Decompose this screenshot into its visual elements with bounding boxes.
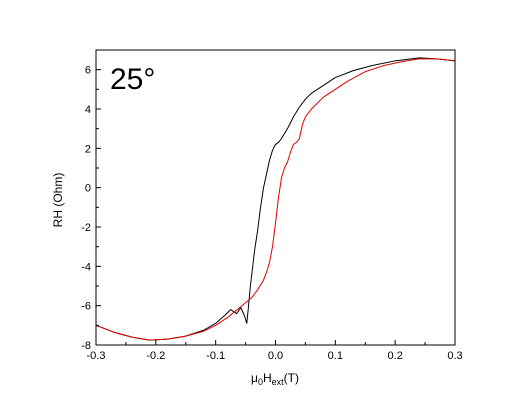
y-axis-label: RH (Ohm) [51,173,65,228]
x-tick-label: 0.3 [447,350,462,362]
x-axis-label-mu: μ [251,371,258,385]
plot-series [95,57,456,341]
x-tick-label: 0.1 [328,350,343,362]
x-axis-label: μ0Hext(T) [251,371,299,387]
x-tick-label: -0.2 [146,350,165,362]
plot-frame [95,49,456,346]
y-tick-label: -8 [81,340,91,352]
y-tick-label: 4 [85,104,91,116]
y-tick-label: -2 [81,222,91,234]
x-axis-label-h: H [263,371,272,385]
y-tick-label: 2 [85,143,91,155]
x-tick-label: -0.1 [206,350,225,362]
angle-annotation: 25° [110,63,155,96]
tick-labels: -0.3 -0.2 -0.1 0.0 0.1 0.2 0.3 -8 -6 -4 -2 0 2 4 6 [81,65,462,362]
x-tick-label: 0.2 [388,350,403,362]
x-tick-label: -0.3 [87,350,106,362]
x-axis-label-subext: ext [272,377,285,387]
x-axis-label-unit: (T) [284,371,299,385]
y-tick-label: -4 [81,261,91,273]
y-tick-label: 0 [85,183,91,195]
series-line-1 [95,58,456,341]
y-tick-label: -6 [81,301,91,313]
series-line-0 [95,57,456,341]
y-tick-label: 6 [85,65,91,77]
x-axis-label-sub0: 0 [258,377,263,387]
x-tick-label: 0.0 [268,350,283,362]
